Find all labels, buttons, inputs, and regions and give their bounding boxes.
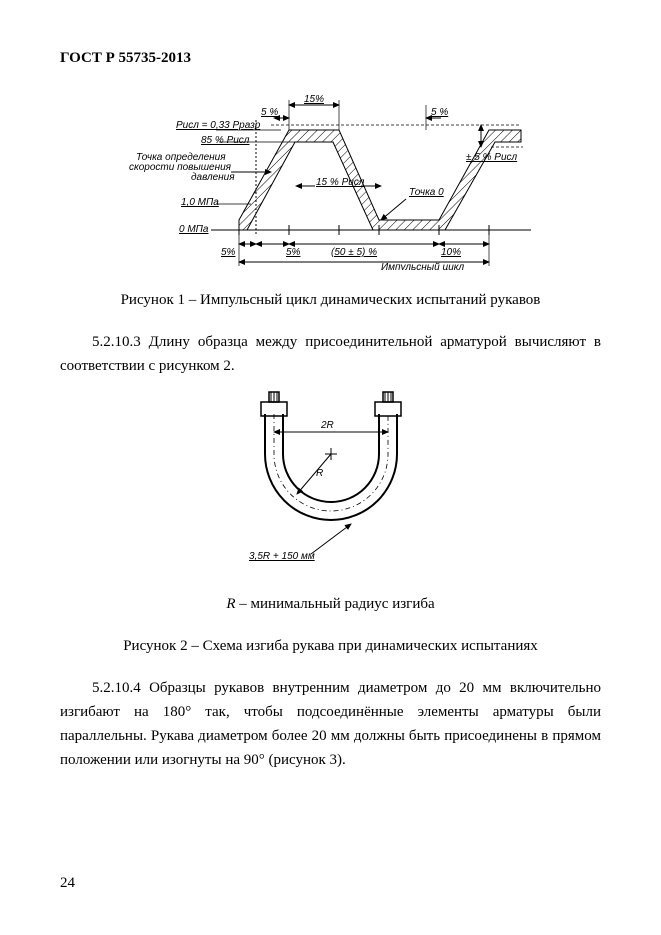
figure-2-subcaption: R – минимальный радиус изгиба	[60, 592, 601, 616]
fig1-label-pisl: Рисл = 0,33 Рразр	[176, 120, 261, 131]
fig2-label-2r: 2R	[320, 420, 334, 431]
fig1-label-5c-left: 5%	[221, 247, 236, 258]
paragraph-5-2-10-4-text: 5.2.10.4 Образцы рукавов внутренним диам…	[60, 680, 601, 768]
fig1-label-pt3: давления	[191, 172, 235, 183]
paragraph-5-2-10-3: 5.2.10.3 Длину образца между присоединит…	[60, 330, 601, 378]
fig1-label-t0: Точка 0	[409, 187, 444, 198]
figure-2-r-symbol: R	[226, 596, 235, 612]
document-id: ГОСТ Р 55735-2013	[60, 46, 601, 70]
paragraph-5-2-10-4: 5.2.10.4 Образцы рукавов внутренним диам…	[60, 676, 601, 772]
fig2-label-r: R	[316, 468, 323, 479]
fig1-label-half: (50 ± 5) %	[331, 247, 377, 258]
figure-1-caption: Рисунок 1 – Импульсный цикл динамических…	[60, 288, 601, 312]
page-number: 24	[60, 871, 75, 895]
figure-2-r-desc: – минимальный радиус изгиба	[236, 596, 435, 612]
fig1-label-5a: 5 %	[261, 107, 278, 118]
fig1-label-5c: 5%	[286, 247, 301, 258]
fig1-label-cycle: Импульсный цикл	[381, 262, 465, 270]
fig1-label-5b: 5 %	[431, 107, 448, 118]
fig2-label-formula: 3,5R + 150 мм	[249, 551, 315, 562]
figure-1-svg: 15% 5 % 5 % ± 5 % Рисл Рисл = 0,33 Рразр…	[121, 80, 541, 270]
fig1-label-15p: 15 % Рисл	[316, 177, 365, 188]
fig1-label-15pct: 15%	[304, 94, 324, 105]
page-container: ГОСТ Р 55735-2013	[0, 0, 661, 935]
figure-2: 2R R 3,5R + 150 мм	[60, 384, 601, 582]
figure-2-svg: 2R R 3,5R + 150 мм	[201, 384, 461, 574]
paragraph-5-2-10-3-text: 5.2.10.3 Длину образца между присоединит…	[60, 334, 601, 374]
fig1-label-10: 10%	[441, 247, 461, 258]
figure-1: 15% 5 % 5 % ± 5 % Рисл Рисл = 0,33 Рразр…	[60, 80, 601, 278]
fig1-label-85: 85 % Рисл	[201, 135, 250, 146]
fig1-label-1mpa: 1,0 МПа	[181, 197, 219, 208]
figure-2-caption: Рисунок 2 – Схема изгиба рукава при дина…	[60, 634, 601, 658]
fig1-label-pm5: ± 5 % Рисл	[466, 152, 518, 163]
fig1-label-0mpa: 0 МПа	[179, 224, 209, 235]
